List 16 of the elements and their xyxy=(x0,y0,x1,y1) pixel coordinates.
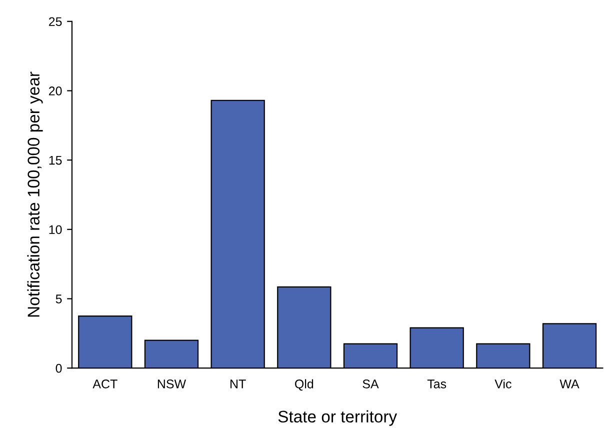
x-tick-label: Qld xyxy=(295,379,314,391)
y-tick-label: 15 xyxy=(49,156,62,165)
y-tick-label: 10 xyxy=(49,225,62,234)
y-tick-label: 5 xyxy=(56,294,62,304)
x-tick-label: NSW xyxy=(158,380,186,388)
x-tick-label: ACT xyxy=(92,380,118,388)
y-tick-label: 20 xyxy=(48,86,62,96)
y-axis-title: Notification rate 100,000 per year xyxy=(27,72,43,317)
y-tick-label: 0 xyxy=(56,364,62,373)
x-tick-label: NT xyxy=(230,380,246,388)
x-tick-label: WA xyxy=(560,380,580,388)
x-tick-label: Tas xyxy=(427,380,446,388)
x-tick-label: SA xyxy=(362,380,379,388)
x-tick-label: Vic xyxy=(494,379,512,388)
y-tick-label: 25 xyxy=(48,17,62,26)
x-axis-title: State or territory xyxy=(278,410,398,426)
